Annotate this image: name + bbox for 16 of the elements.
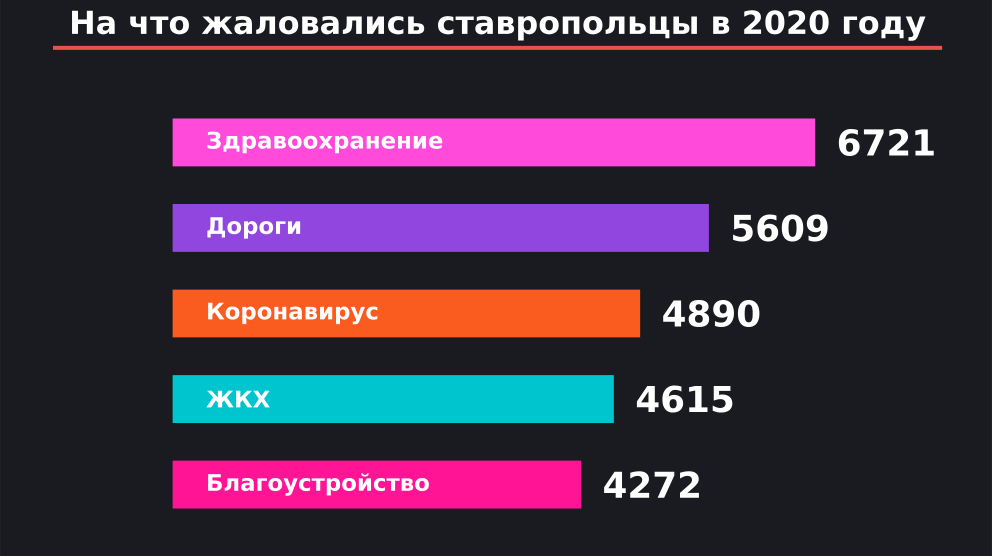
data-label: 4272: [604, 471, 699, 498]
chart-title: На что жаловались ставропольцы в 2020 году: [72, 10, 926, 41]
bar: [172, 204, 709, 252]
bar: [172, 118, 816, 166]
y-tick-label: Дороги: [207, 217, 300, 239]
bar: [172, 374, 614, 423]
bar: [172, 460, 582, 508]
data-label: 6721: [838, 128, 934, 156]
data-label: 4890: [663, 300, 760, 327]
bar: [172, 289, 640, 338]
y-tick-label: Благоустройство: [208, 473, 429, 496]
data-label: 5609: [733, 214, 828, 242]
data-label: 4615: [636, 385, 732, 412]
y-tick-label: Здравоохранение: [208, 131, 442, 154]
y-tick-label: Коронавирус: [208, 302, 378, 324]
y-tick-label: ЖКХ: [206, 390, 270, 408]
